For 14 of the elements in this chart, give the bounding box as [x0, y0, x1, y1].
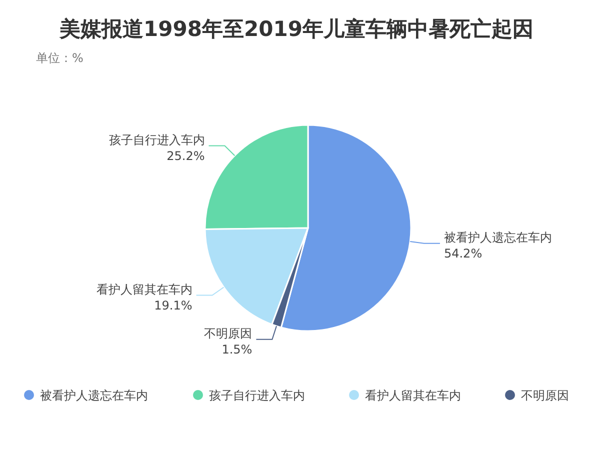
slice-label: 被看护人遗忘在车内	[444, 230, 552, 244]
slice-label: 孩子自行进入车内	[108, 132, 205, 147]
slice-label: 看护人留其在车内	[96, 282, 192, 296]
legend-label: 孩子自行进入车内	[209, 388, 305, 402]
slice-label: 不明原因	[204, 326, 252, 340]
data-label: 1.5%	[222, 342, 252, 356]
data-label: 25.2%	[166, 148, 205, 163]
chart-title: 美媒报道1998年至2019年儿童车辆中暑死亡起因	[58, 17, 534, 41]
data-label: 54.2%	[444, 246, 482, 260]
data-label: 19.1%	[154, 298, 192, 312]
legend-label: 被看护人遗忘在车内	[40, 388, 148, 402]
chart-subtitle: 单位：%	[36, 51, 84, 65]
legend-label: 看护人留其在车内	[365, 388, 461, 402]
legend-label: 不明原因	[521, 388, 569, 402]
